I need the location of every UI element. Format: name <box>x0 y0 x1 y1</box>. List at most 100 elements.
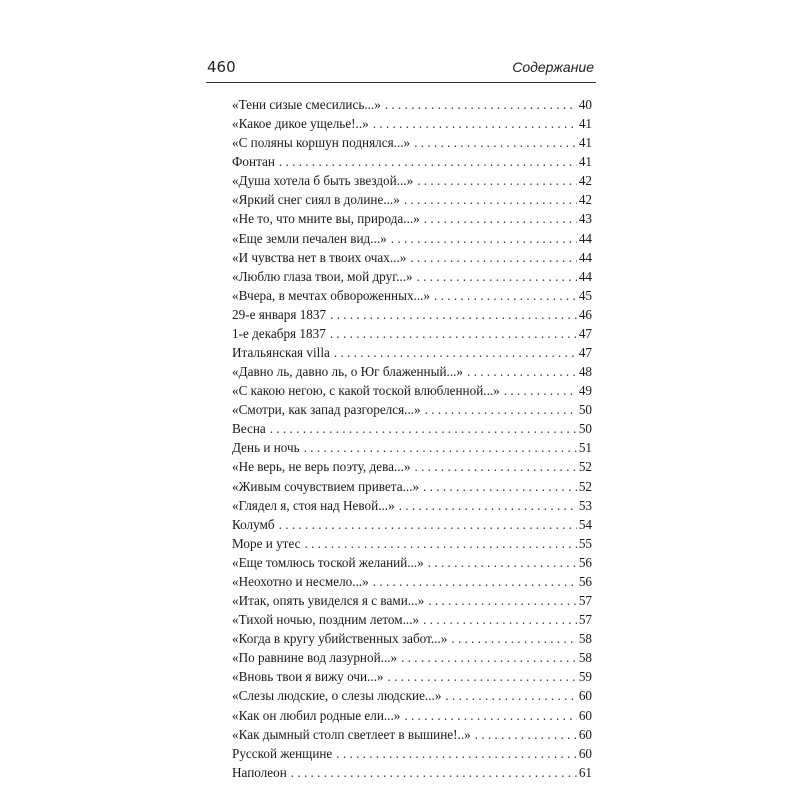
running-title: Содержание <box>512 59 594 75</box>
toc-entry: Весна 50 <box>232 419 592 438</box>
dot-leader <box>279 515 577 534</box>
toc-entry-title: «Вчера, в мечтах обвороженных...» <box>232 287 431 303</box>
toc-entry: «Вновь твои я вижу очи...» 59 <box>232 667 592 686</box>
toc-entry-page: 61 <box>578 764 592 780</box>
toc-entry: «Как дымный столп светлеет в вышине!..» 6… <box>232 725 592 744</box>
toc-entry-title: 1-е декабря 1837 <box>232 325 326 341</box>
toc-entry-title: «Тихой ночью, поздним летом...» <box>232 612 420 628</box>
toc-entry-page: 44 <box>578 268 592 284</box>
dot-leader <box>410 248 576 267</box>
toc-entry-title: «По равнине вод лазурной...» <box>232 650 398 666</box>
toc-entry-title: Наполеон <box>232 764 287 780</box>
dot-leader <box>391 229 577 248</box>
toc-entry-title: «Итак, опять увиделся я с вами...» <box>232 593 425 609</box>
table-of-contents: «Тени сизые смесились...» 40 «Какое дикое … <box>232 95 592 782</box>
toc-entry-page: 42 <box>578 192 592 208</box>
toc-entry: Море и утес 55 <box>232 534 592 553</box>
dot-leader <box>304 534 576 553</box>
toc-entry: 1-е декабря 1837 47 <box>232 324 592 343</box>
toc-entry-page: 52 <box>578 459 592 475</box>
toc-entry-page: 56 <box>578 554 592 570</box>
running-header: 460 Содержание <box>206 58 596 83</box>
dot-leader <box>401 648 577 667</box>
toc-entry: Колумб 54 <box>232 515 592 534</box>
toc-entry-title: «Неохотно и несмело...» <box>232 573 369 589</box>
toc-entry: «Давно ль, давно ль, о Юг блаженный...» 4… <box>232 362 592 381</box>
toc-entry: «Не то, что мните вы, природа...» 43 <box>232 209 592 228</box>
toc-entry-title: «Еще земли печален вид...» <box>232 230 387 246</box>
toc-entry: «Неохотно и несмело...» 56 <box>232 572 592 591</box>
toc-entry-title: «Живым сочувствием привета...» <box>232 478 420 494</box>
dot-leader <box>330 305 577 324</box>
dot-leader <box>388 667 577 686</box>
dot-leader <box>424 209 577 228</box>
toc-entry-page: 54 <box>578 516 592 532</box>
toc-entry: «Как он любил родные ели...» 60 <box>232 706 592 725</box>
toc-entry-title: «Слезы людские, о слезы людские...» <box>232 688 442 704</box>
toc-entry-title: «Не то, что мните вы, природа...» <box>232 211 420 227</box>
dot-leader <box>304 438 577 457</box>
dot-leader <box>414 133 577 152</box>
toc-entry-page: 41 <box>578 116 592 132</box>
toc-entry: «С какою негою, с какой тоской влюбленно… <box>232 381 592 400</box>
toc-entry-page: 41 <box>578 154 592 170</box>
toc-entry: «Люблю глаза твои, мой друг...» 44 <box>232 267 592 286</box>
toc-entry-title: Русской женщине <box>232 745 333 761</box>
toc-entry-title: «Смотри, как запад разгорелся...» <box>232 402 421 418</box>
toc-entry-title: «Вновь твои я вижу очи...» <box>232 669 384 685</box>
dot-leader <box>373 572 577 591</box>
dot-leader <box>330 324 577 343</box>
toc-entry: «Когда в кругу убийственных забот...» 58 <box>232 629 592 648</box>
toc-entry-title: «Давно ль, давно ль, о Юг блаженный...» <box>232 364 464 380</box>
dot-leader <box>414 457 576 476</box>
toc-entry-page: 55 <box>578 535 592 551</box>
toc-entry-page: 41 <box>578 135 592 151</box>
toc-entry-title: «Душа хотела б быть звездой...» <box>232 173 414 189</box>
toc-entry-page: 40 <box>578 97 592 112</box>
toc-entry-page: 59 <box>578 669 592 685</box>
toc-entry: «Слезы людские, о слезы людские...» 60 <box>232 686 592 705</box>
toc-entry: «Тени сизые смесились...» 40 <box>232 95 592 114</box>
dot-leader <box>467 362 577 381</box>
toc-entry-page: 60 <box>578 707 592 723</box>
toc-entry-title: Фонтан <box>232 154 275 170</box>
dot-leader <box>399 496 577 515</box>
dot-leader <box>425 400 577 419</box>
toc-entry-title: «Люблю глаза твои, мой друг...» <box>232 268 413 284</box>
toc-entry-page: 43 <box>578 211 592 227</box>
toc-entry-title: 29-е января 1837 <box>232 306 327 322</box>
toc-entry: «Глядел я, стоя над Невой...» 53 <box>232 496 592 515</box>
dot-leader <box>451 629 576 648</box>
toc-entry: «Еще земли печален вид...» 44 <box>232 229 592 248</box>
toc-entry-title: «Еще томлюсь тоской желаний...» <box>232 554 424 570</box>
dot-leader <box>417 267 577 286</box>
toc-entry-page: 60 <box>578 688 592 704</box>
toc-entry-title: «Когда в кругу убийственных забот...» <box>232 631 448 647</box>
toc-entry-page: 50 <box>578 402 592 418</box>
toc-entry-page: 48 <box>578 364 592 380</box>
toc-entry-title: «Яркий снег сиял в долине...» <box>232 192 400 208</box>
toc-entry-title: «С какою негою, с какой тоской влюбленно… <box>232 383 500 399</box>
toc-entry: «По равнине вод лазурной...» 58 <box>232 648 592 667</box>
toc-entry-title: «Не верь, не верь поэту, дева...» <box>232 459 411 475</box>
toc-entry-title: «Тени сизые смесились...» <box>232 97 381 112</box>
dot-leader <box>279 152 577 171</box>
toc-entry: Итальянская villa 47 <box>232 343 592 362</box>
toc-entry: «Еще томлюсь тоской желаний...» 56 <box>232 553 592 572</box>
toc-entry-page: 57 <box>578 612 592 628</box>
dot-leader <box>445 686 576 705</box>
toc-entry-title: Итальянская villa <box>232 345 330 361</box>
toc-entry-title: Колумб <box>232 516 275 532</box>
page-number: 460 <box>207 58 236 76</box>
toc-entry: «Вчера, в мечтах обвороженных...» 45 <box>232 286 592 305</box>
toc-entry-title: «Глядел я, стоя над Невой...» <box>232 497 395 513</box>
dot-leader <box>336 744 577 763</box>
toc-entry: «С поляны коршун поднялся...» 41 <box>232 133 592 152</box>
dot-leader <box>404 190 577 209</box>
dot-leader <box>504 381 577 400</box>
dot-leader <box>434 286 577 305</box>
toc-entry: Фонтан 41 <box>232 152 592 171</box>
toc-entry-page: 47 <box>578 325 592 341</box>
toc-entry: «И чувства нет в твоих очах...» 44 <box>232 248 592 267</box>
toc-entry-title: «Какое дикое ущелье!..» <box>232 116 369 132</box>
